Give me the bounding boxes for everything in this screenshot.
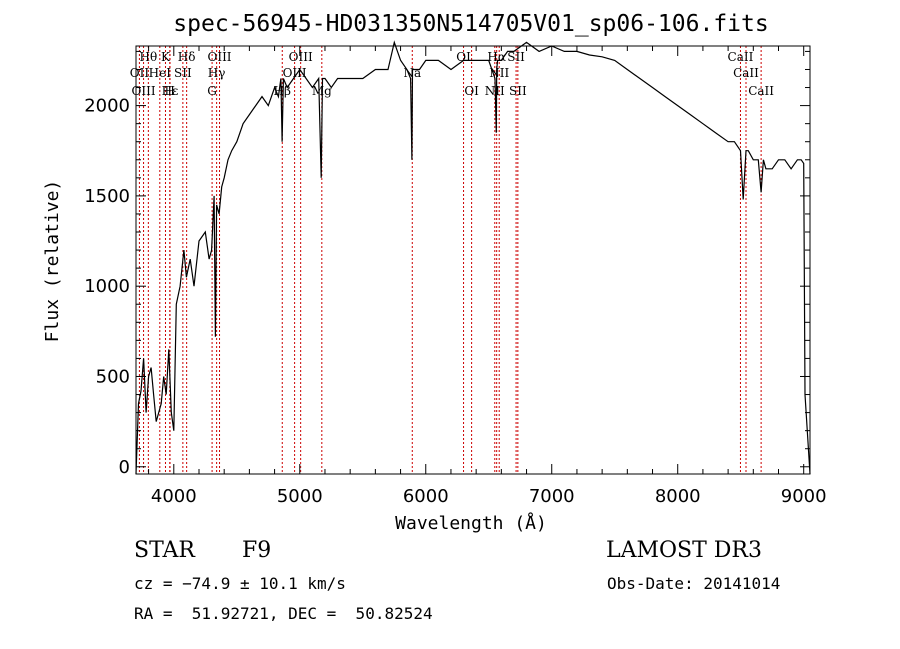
spectral-line-label: SII [507,50,525,64]
x-tick-label: 4000 [151,486,197,507]
spectral-line-label: OII [130,66,150,80]
spectral-line-label: CaII [748,84,774,98]
plot-frame [135,45,811,475]
spectral-line-label: OIII [132,84,156,98]
object-class: STAR [134,538,195,563]
spectral-line-label: G [207,84,217,98]
spectral-line-label: OIII [283,66,307,80]
spectral-line-label: CaII [733,66,759,80]
spectral-line-label: Hγ [208,66,226,80]
spectral-line-label: K [161,50,171,64]
obs-date: Obs-Date: 20141014 [607,574,781,593]
spectral-line-label: Hδ [178,50,196,64]
spectral-line-label: NII [489,66,509,80]
x-tick-label: 7000 [529,486,575,507]
y-tick-label: 0 [119,457,130,478]
spectral-line-label: OIII [207,50,231,64]
spectral-subclass: F9 [242,538,272,563]
spectrum-series-line [135,40,811,475]
spectral-line-label: SII [174,66,192,80]
redshift-info: cz = −74.9 ± 10.1 km/s [134,574,346,593]
spectral-line-label: OI [456,50,471,64]
y-tick-label: 2000 [84,96,130,117]
x-axis-label: Wavelength (Å) [395,512,547,534]
spectral-line-label: HeI [149,66,172,80]
spectral-line-label: OIII [289,50,313,64]
axis-ticks: 4000 5000 6000 7000 8000 9000 0 500 1000 1500 2000 [84,46,827,507]
x-tick-label: 5000 [277,486,323,507]
spectral-lines-layer [138,46,762,474]
spectrum-layer [135,40,811,475]
y-tick-label: 1500 [84,186,130,207]
spectral-line-label: Hε [162,84,179,98]
spectral-line-label: Hθ [139,50,157,64]
spectral-line-label: OI [464,84,479,98]
x-tick-label: 9000 [781,486,827,507]
spectral-line-label: H [165,84,175,98]
x-tick-label: 8000 [655,486,701,507]
spectral-line-label: CaII [728,50,754,64]
y-tick-label: 500 [96,366,130,387]
x-tick-label: 6000 [403,486,449,507]
coordinates: RA = 51.92721, DEC = 50.82524 [134,604,433,623]
y-axis-label: Flux (relative) [42,180,63,343]
survey-name: LAMOST DR3 [606,538,762,563]
spectral-line-label: SII [509,84,527,98]
chart-title: spec-56945-HD031350N514705V01_sp06-106.f… [173,11,768,37]
y-tick-label: 1000 [84,276,130,297]
